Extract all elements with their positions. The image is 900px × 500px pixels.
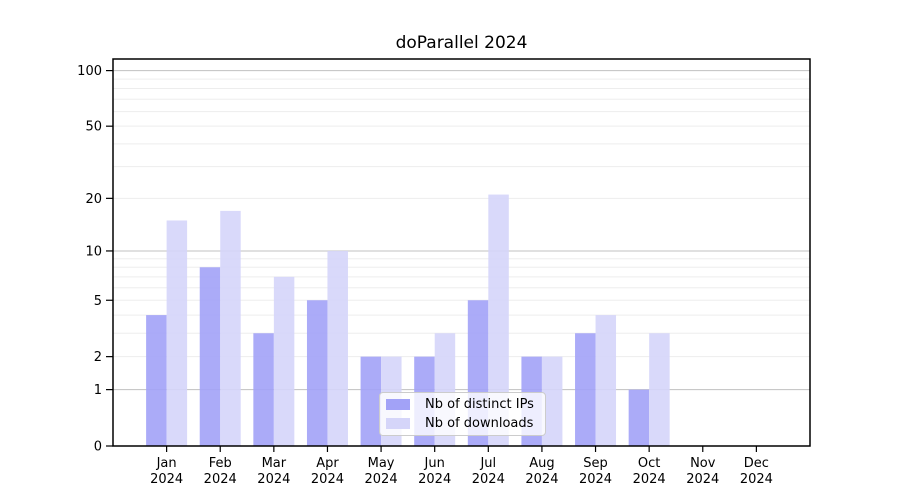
bar-jan-downloads <box>166 220 188 446</box>
bar-mar-distinct-ips <box>253 333 274 446</box>
x-tick-label-year: 2024 <box>204 472 237 487</box>
x-tick-label-year: 2024 <box>418 472 451 487</box>
x-tick-label-year: 2024 <box>740 472 773 487</box>
x-tick-label-year: 2024 <box>150 472 183 487</box>
x-tick-label-month: Feb <box>209 456 232 471</box>
x-tick-label-year: 2024 <box>633 472 666 487</box>
plot-frame <box>112 58 811 447</box>
x-tick-label-year: 2024 <box>472 472 505 487</box>
x-tick-label-year: 2024 <box>686 472 719 487</box>
legend: Nb of distinct IPs Nb of downloads <box>379 392 546 436</box>
bar-sep-distinct-ips <box>575 333 596 446</box>
x-tick-label-month: Jan <box>156 456 177 471</box>
y-tick-label: 0 <box>94 440 102 455</box>
chart-title: doParallel 2024 <box>395 33 528 53</box>
bar-mar-downloads <box>273 276 295 446</box>
x-tick-label-month: Aug <box>529 456 554 471</box>
x-tick-label-month: Jul <box>479 456 496 471</box>
bar-apr-downloads <box>327 250 348 446</box>
y-tick-label: 10 <box>85 244 102 259</box>
y-tick-label: 100 <box>77 64 102 79</box>
bar-feb-downloads <box>220 210 241 446</box>
x-tick-label-year: 2024 <box>311 472 344 487</box>
x-tick-label-month: Apr <box>316 456 339 471</box>
bar-oct-downloads <box>649 333 670 446</box>
bar-oct-distinct-ips <box>628 389 650 446</box>
legend-item-downloads: Nb of downloads <box>386 416 545 431</box>
bar-jul-downloads <box>488 194 509 446</box>
x-tick-label-year: 2024 <box>257 472 290 487</box>
y-tick-label: 5 <box>94 294 102 309</box>
legend-label-distinct-ips: Nb of distinct IPs <box>425 397 534 412</box>
legend-swatch-distinct-ips-icon <box>386 399 410 410</box>
x-tick-label-month: Dec <box>744 456 769 471</box>
x-tick-label-year: 2024 <box>525 472 558 487</box>
legend-item-distinct-ips: Nb of distinct IPs <box>386 397 545 412</box>
x-tick-label-month: Nov <box>690 456 716 471</box>
x-tick-label-year: 2024 <box>365 472 398 487</box>
bar-apr-distinct-ips <box>306 300 328 446</box>
x-tick-label-month: May <box>368 456 395 471</box>
y-tick-label: 2 <box>94 350 102 365</box>
x-tick-label-year: 2024 <box>579 472 612 487</box>
bar-aug-downloads <box>541 356 563 446</box>
bar-may-distinct-ips <box>360 356 382 446</box>
y-tick-label: 20 <box>85 192 102 207</box>
x-tick-label-month: Jun <box>424 456 445 471</box>
legend-label-downloads: Nb of downloads <box>425 416 534 431</box>
y-tick-label: 50 <box>85 120 102 135</box>
x-tick-label-month: Oct <box>638 456 660 471</box>
legend-swatch-downloads-icon <box>386 418 410 429</box>
x-tick-label-month: Sep <box>583 456 608 471</box>
bar-feb-distinct-ips <box>199 267 221 446</box>
x-tick-label-month: Mar <box>262 456 287 471</box>
bar-sep-downloads <box>595 315 617 446</box>
y-tick-label: 1 <box>94 383 102 398</box>
bar-jan-distinct-ips <box>146 315 167 446</box>
